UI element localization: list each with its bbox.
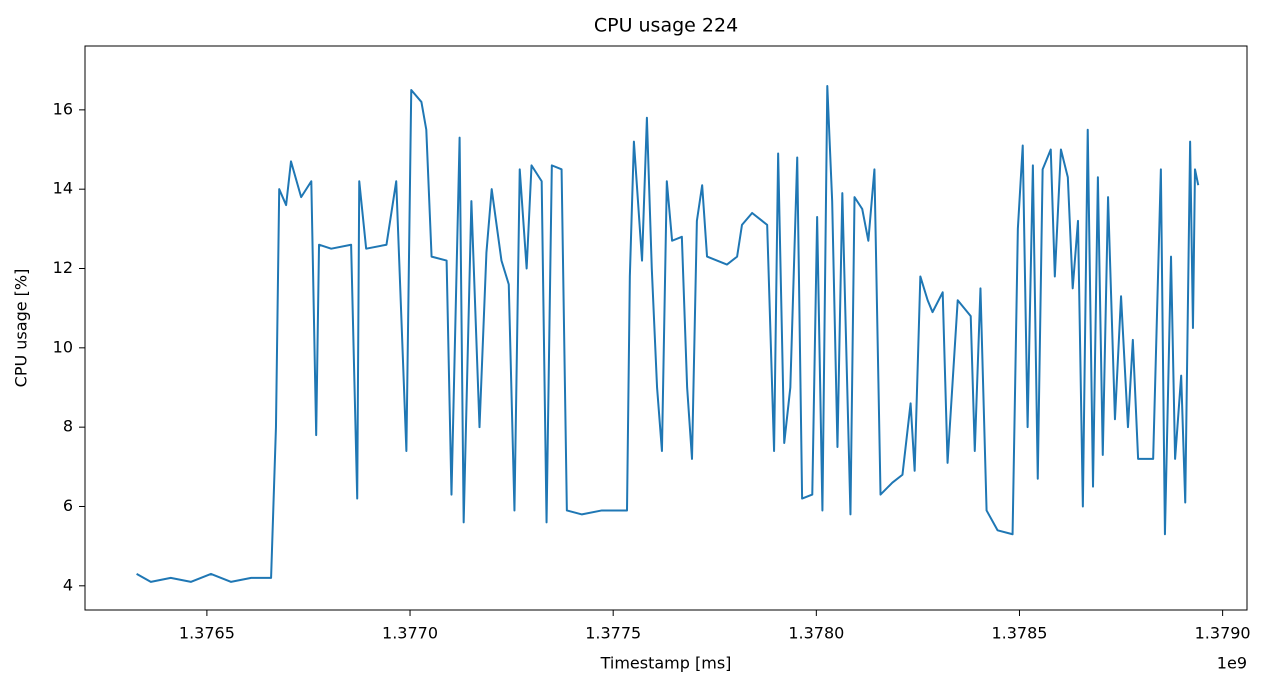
y-tick-label: 12 (53, 258, 73, 277)
x-offset-label: 1e9 (1217, 654, 1247, 673)
x-tick-label: 1.3775 (585, 624, 641, 643)
plot-area (136, 85, 1200, 583)
x-axis-label: Timestamp [ms] (600, 654, 732, 673)
axes-frame (84, 45, 1248, 611)
x-tick-label: 1.3780 (788, 624, 844, 643)
y-tick-label: 6 (63, 496, 73, 515)
y-tick-label: 4 (63, 575, 73, 594)
y-tick-label: 10 (53, 337, 73, 356)
y-tick-label: 8 (63, 417, 73, 436)
x-tick-label: 1.3790 (1195, 624, 1251, 643)
y-tick-label: 16 (53, 99, 73, 118)
x-tick-label: 1.3785 (991, 624, 1047, 643)
x-tick-label: 1.3765 (179, 624, 235, 643)
data-line (136, 85, 1200, 583)
x-tick-label: 1.3770 (382, 624, 438, 643)
y-tick-label: 14 (53, 179, 73, 198)
chart-title: CPU usage 224 (594, 15, 738, 37)
y-axis-label: CPU usage [%] (12, 269, 31, 388)
